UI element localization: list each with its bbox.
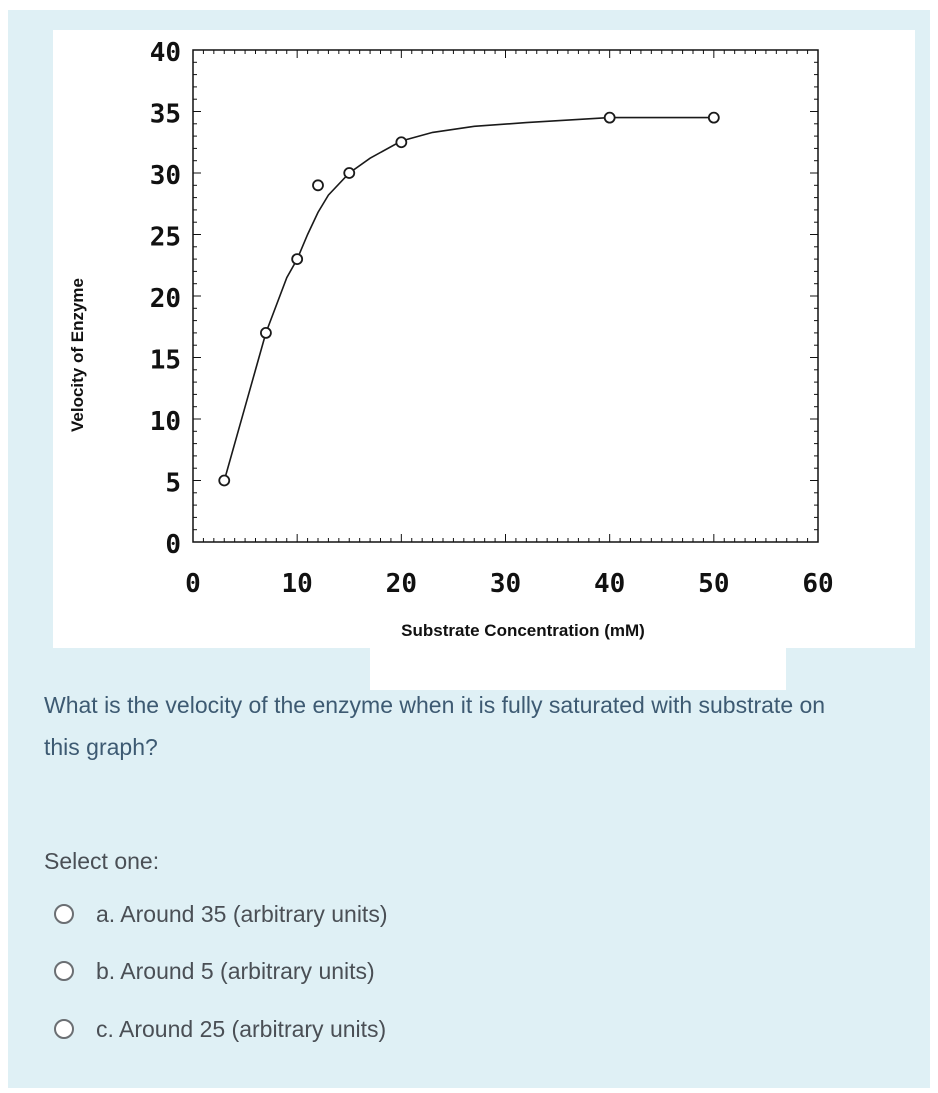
data-point (707, 111, 720, 124)
option-a-label: a. Around 35 (arbitrary units) (96, 900, 388, 927)
y-tick-label: 5 (165, 469, 181, 499)
x-axis-label: Substrate Concentration (mM) (401, 621, 645, 640)
radio-option-b[interactable] (54, 961, 74, 981)
x-tick-label: 40 (594, 569, 625, 599)
data-point (260, 326, 272, 339)
data-point (343, 167, 356, 179)
question-panel: 0 5 10 15 20 25 30 35 40 0 10 20 30 40 50 60 Velocity o… (8, 10, 930, 1088)
option-c-label: c. Around 25 (arbitrary units) (96, 1015, 387, 1042)
chart-card-tab (370, 648, 786, 690)
radio-option-a[interactable] (54, 904, 74, 924)
data-point (218, 474, 231, 487)
x-tick-label: 50 (698, 569, 729, 599)
y-tick-label: 0 (165, 530, 181, 560)
x-tick-label: 10 (282, 569, 313, 599)
chart-card: 0 5 10 15 20 25 30 35 40 0 10 20 30 40 50 60 Velocity o… (53, 30, 915, 648)
y-tick-label: 30 (150, 161, 181, 191)
select-one-label: Select one: (44, 848, 160, 874)
x-tick-label: 0 (185, 569, 201, 599)
y-tick-label: 15 (150, 346, 181, 376)
radio-option-c[interactable] (54, 1019, 74, 1039)
option-b-label: b. Around 5 (arbitrary units) (96, 957, 375, 984)
enzyme-velocity-chart: 0 5 10 15 20 25 30 35 40 0 10 20 30 40 50 60 Velocity o… (68, 38, 834, 640)
question-text: What is the velocity of the enzyme when … (44, 692, 826, 760)
y-tick-label: 35 (150, 100, 181, 130)
x-tick-label: 20 (386, 569, 417, 599)
option-b[interactable]: b. Around 5 (arbitrary units) (54, 951, 375, 991)
data-point (603, 111, 616, 124)
y-tick-label: 10 (150, 407, 181, 437)
saturation-curve (223, 116, 714, 481)
y-tick-label: 20 (150, 284, 181, 314)
y-axis-label: Velocity of Enzyme (68, 278, 87, 432)
data-point (291, 253, 304, 266)
option-a[interactable]: a. Around 35 (arbitrary units) (54, 894, 387, 934)
y-tick-label: 40 (150, 38, 181, 68)
x-tick-label: 60 (802, 569, 833, 599)
x-tick-label: 30 (490, 569, 521, 599)
option-c[interactable]: c. Around 25 (arbitrary units) (54, 1009, 386, 1049)
data-point (395, 136, 408, 149)
data-point (312, 179, 324, 192)
y-tick-label: 25 (150, 223, 181, 253)
